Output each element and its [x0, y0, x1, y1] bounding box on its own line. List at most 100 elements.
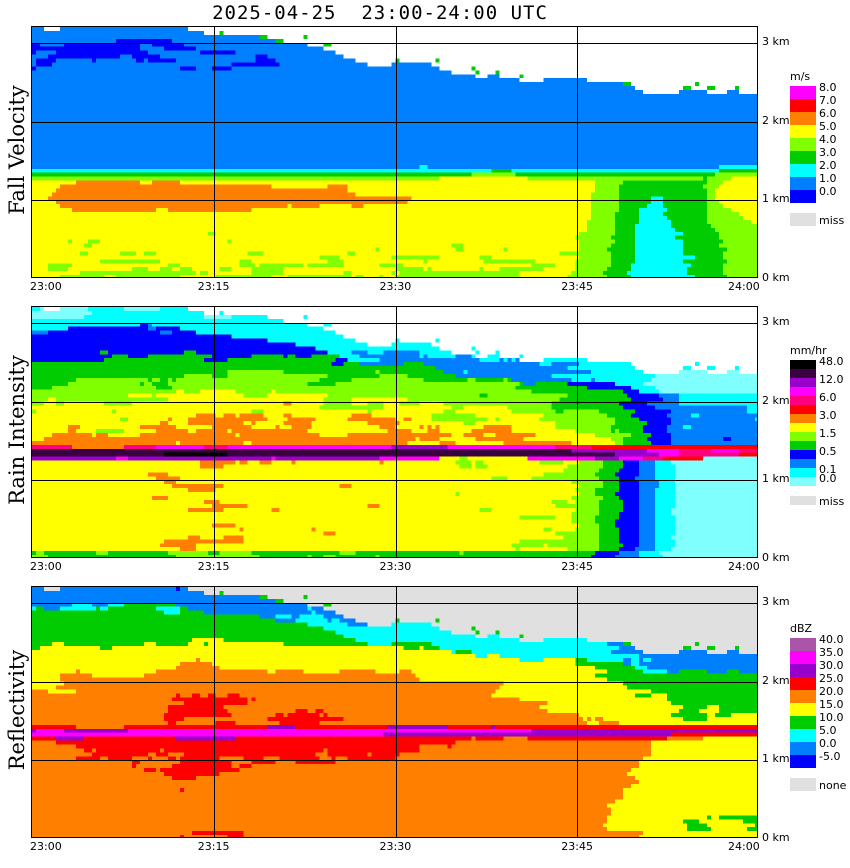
heatmap-canvas-fall-velocity	[32, 27, 757, 277]
y-axis-tick-label: 3 km	[762, 314, 790, 328]
y-axis-tick-label: 2 km	[762, 113, 790, 127]
colorbar-tick-label: 0.1	[819, 463, 837, 476]
colorbar-tick-label: 20.0	[819, 685, 844, 698]
colorbar-swatch	[790, 138, 816, 151]
y-axis-tick-label: 0 km	[762, 271, 790, 284]
colorbar-swatch	[790, 690, 816, 703]
colorbar-tick-label: 12.0	[819, 373, 844, 386]
colorbar-swatch	[790, 151, 816, 164]
colorbar-missing-swatch	[790, 778, 816, 791]
colorbar-swatch	[790, 477, 816, 486]
colorbar-missing-swatch	[790, 496, 816, 505]
colorbar-swatch	[790, 396, 816, 405]
colorbar-swatch	[790, 468, 816, 477]
colorbar-tick-label: 48.0	[819, 355, 844, 368]
colorbar-swatch	[790, 459, 816, 468]
y-axis-tick-label: 3 km	[762, 594, 790, 608]
colorbar-swatch	[790, 651, 816, 664]
colorbar-swatch	[790, 742, 816, 755]
colorbar-tick-label: 10.0	[819, 711, 844, 724]
colorbar-swatch	[790, 164, 816, 177]
x-axis-tick-label: 23:30	[379, 560, 412, 573]
colorbar-swatch	[790, 664, 816, 677]
colorbar-tick-label: 15.0	[819, 698, 844, 711]
colorbar-swatch	[790, 190, 816, 203]
colorbar-swatch	[790, 716, 816, 729]
x-axis-tick-label: 24:00	[728, 560, 760, 573]
colorbar-tick-label: 40.0	[819, 633, 844, 646]
y-axis-tick-label: 1 km	[762, 752, 790, 766]
x-axis-tick-label: 23:30	[379, 280, 412, 293]
colorbar-tick-label: 0.0	[819, 472, 837, 485]
heatmap-canvas-rain-intensity	[32, 307, 757, 557]
colorbar-unit-reflectivity: dBZ	[790, 622, 813, 635]
y-axis-tick-label: 2 km	[762, 393, 790, 407]
colorbar-swatch	[790, 450, 816, 459]
colorbar-missing-label: none	[819, 778, 847, 792]
colorbar-tick-label: 4.0	[819, 133, 837, 146]
colorbar-swatch	[790, 125, 816, 138]
x-axis-tick-label: 23:30	[379, 840, 412, 853]
colorbar-tick-label: -5.0	[819, 750, 841, 763]
x-axis-tick-label: 23:45	[561, 840, 593, 853]
colorbar-tick-label: 6.0	[819, 107, 837, 120]
heatmap-canvas-reflectivity	[32, 587, 757, 837]
x-axis-tick-label: 24:00	[728, 280, 760, 293]
colorbar-tick-label: 1.5	[819, 427, 837, 440]
colorbar-swatch	[790, 423, 816, 432]
figure-title: 2025-04-25 23:00-24:00 UTC	[212, 2, 548, 24]
panel-label-fall-velocity: Fall Velocity	[5, 85, 29, 215]
colorbar-swatch	[790, 432, 816, 441]
x-axis-tick-label: 23:45	[561, 280, 593, 293]
x-axis-tick-label: 23:15	[197, 280, 230, 293]
colorbar-tick-label: 35.0	[819, 646, 844, 659]
panel-label-reflectivity: Reflectivity	[5, 649, 29, 771]
x-axis-tick-label: 23:45	[561, 560, 593, 573]
colorbar-tick-label: 2.0	[819, 159, 837, 172]
colorbar-tick-label: 0.0	[819, 185, 837, 198]
colorbar-tick-label: 5.0	[819, 120, 837, 133]
x-axis-tick-label: 23:00	[30, 560, 62, 573]
colorbar-swatch	[790, 387, 816, 396]
colorbar-tick-label: 6.0	[819, 391, 837, 404]
x-axis-tick-label: 23:15	[197, 560, 230, 573]
colorbar-swatch	[790, 729, 816, 742]
colorbar-swatch	[790, 99, 816, 112]
colorbar-swatch	[790, 112, 816, 125]
x-axis-tick-label: 23:00	[30, 840, 62, 853]
colorbar-unit-fall-velocity: m/s	[790, 70, 811, 83]
colorbar-missing-label: miss	[819, 213, 845, 227]
colorbar-swatch	[790, 677, 816, 690]
y-axis-tick-label: 2 km	[762, 673, 790, 687]
y-axis-tick-label: 0 km	[762, 551, 790, 564]
x-axis-tick-label: 24:00	[728, 840, 760, 853]
colorbar-tick-label: 0.5	[819, 445, 837, 458]
plot-area-fall-velocity[interactable]	[31, 26, 758, 278]
colorbar-swatch	[790, 703, 816, 716]
plot-area-rain-intensity[interactable]	[31, 306, 758, 558]
colorbar-tick-label: 25.0	[819, 672, 844, 685]
colorbar-swatch	[790, 378, 816, 387]
colorbar-missing-swatch	[790, 213, 816, 226]
x-axis-tick-label: 23:15	[197, 840, 230, 853]
colorbar-swatch	[790, 360, 816, 369]
colorbar-swatch	[790, 177, 816, 190]
y-axis-tick-label: 0 km	[762, 831, 790, 844]
colorbar-unit-rain-intensity: mm/hr	[790, 344, 827, 357]
panel-label-rain-intensity: Rain Intensity	[5, 355, 29, 505]
y-axis-tick-label: 1 km	[762, 192, 790, 206]
colorbar-swatch	[790, 441, 816, 450]
colorbar-tick-label: 3.0	[819, 409, 837, 422]
colorbar-swatch	[790, 369, 816, 378]
colorbar-swatch	[790, 755, 816, 768]
y-axis-tick-label: 3 km	[762, 34, 790, 48]
colorbar-tick-label: 30.0	[819, 659, 844, 672]
colorbar-missing-label: miss	[819, 494, 845, 508]
colorbar-swatch	[790, 414, 816, 423]
colorbar-swatch	[790, 405, 816, 414]
plot-area-reflectivity[interactable]	[31, 586, 758, 838]
y-axis-tick-label: 1 km	[762, 472, 790, 486]
colorbar-tick-label: 1.0	[819, 172, 837, 185]
x-axis-tick-label: 23:00	[30, 280, 62, 293]
